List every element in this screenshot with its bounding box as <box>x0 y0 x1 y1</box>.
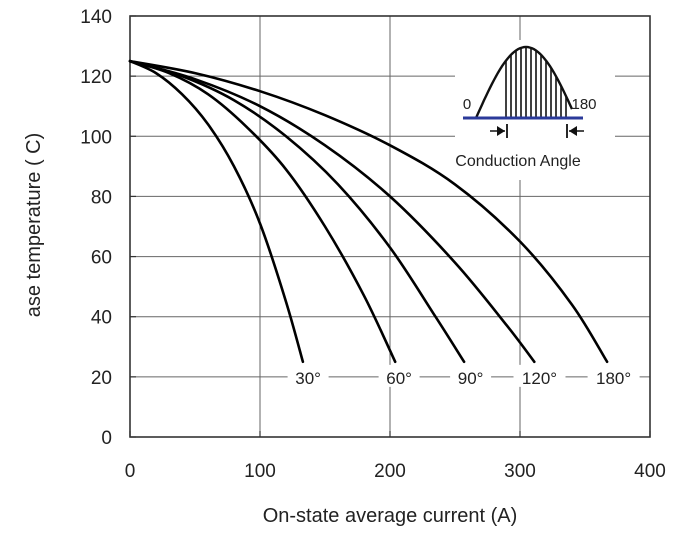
inset-background <box>455 40 615 180</box>
series-line-4 <box>128 59 536 364</box>
series-label: 60° <box>386 369 412 388</box>
series-label-bg <box>587 364 640 387</box>
x-axis-label: On-state average current (A) <box>263 505 518 527</box>
x-tick-label: 0 <box>125 461 136 482</box>
y-axis-label: ase temperature ( C) <box>23 133 45 318</box>
series-lines <box>128 59 609 364</box>
arrow-right-head <box>569 126 577 136</box>
x-tick-label: 300 <box>504 461 536 482</box>
y-tick-label: 140 <box>80 7 112 28</box>
series-label-bg <box>378 364 420 387</box>
y-tick-label: 60 <box>91 248 112 269</box>
x-tick-label: 400 <box>634 461 666 482</box>
y-tick-label: 100 <box>80 127 112 148</box>
y-tick-label: 20 <box>91 368 112 389</box>
y-tick-label: 40 <box>91 308 112 329</box>
x-tick-label: 200 <box>374 461 406 482</box>
series-label: 180° <box>596 369 631 388</box>
series-line-5 <box>128 59 609 364</box>
inset-label-start: 0 <box>463 96 471 113</box>
inset-caption: Conduction Angle <box>455 153 581 170</box>
axis-ticks: 0 100 200 300 400 0 20 40 60 80 100 120 140 <box>80 7 666 482</box>
series-label-bg <box>450 364 492 387</box>
inset-label-end: 180 <box>571 96 596 113</box>
conduction-angle-inset: 0 180 Conduction Angle <box>455 40 615 180</box>
series-label: 120° <box>522 369 557 388</box>
series-labels: 30° 60° 90° 120° 180° <box>287 364 640 388</box>
y-tick-label: 0 <box>101 428 112 449</box>
y-tick-label: 80 <box>91 187 112 208</box>
y-tick-label: 120 <box>80 67 112 88</box>
series-line-2 <box>128 59 397 364</box>
series-label-bg <box>287 364 329 387</box>
series-label: 30° <box>295 369 321 388</box>
arrow-left-head <box>497 126 505 136</box>
series-label: 90° <box>458 369 484 388</box>
x-tick-label: 100 <box>244 461 276 482</box>
series-line-1 <box>128 59 305 364</box>
series-line-3 <box>128 59 466 364</box>
series-label-bg <box>513 364 566 387</box>
half-wave-curve <box>474 45 574 119</box>
